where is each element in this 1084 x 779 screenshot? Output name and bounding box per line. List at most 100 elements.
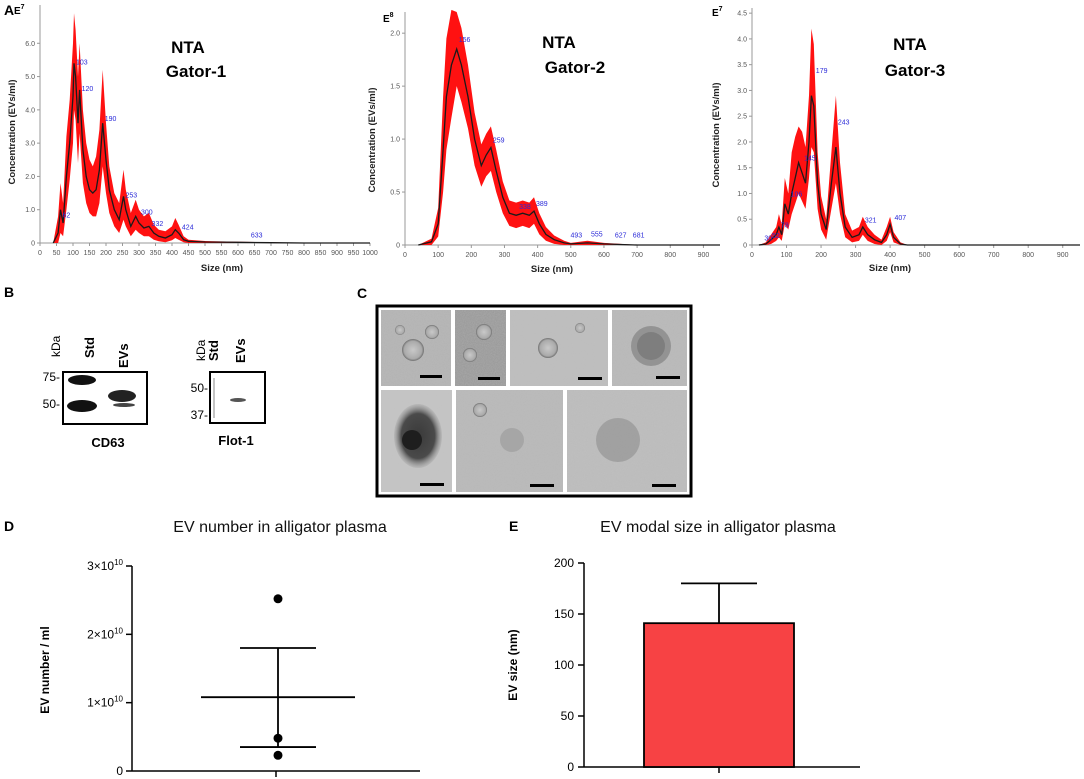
nta-y-tick-label: 1.5	[390, 84, 400, 91]
tem-scale-bar	[656, 376, 680, 379]
nta-peak-label: 407	[895, 215, 907, 222]
nta-2-y-axis-label: Concentration (EVs/ml)	[367, 87, 378, 192]
barplot-y-tick-label: 100	[554, 658, 574, 672]
tem-scale-bar	[420, 483, 444, 486]
tem-scale-bar	[578, 377, 602, 380]
dotplot-chart: 0 1×1010 2×1010 3×1010	[87, 558, 420, 778]
panel-label-b: B	[4, 284, 14, 300]
nta-x-tick-label: 0	[403, 252, 407, 259]
wb-flot1-marker-37: 37-	[191, 408, 208, 422]
wb-cd63-evs-band-lower	[113, 403, 135, 407]
nta-x-tick-label: 0	[750, 252, 754, 259]
nta-1-x-ticks: 0 50 100 150 200 250 300 350 400 450 500 550 600 650 7…	[38, 243, 378, 257]
nta-peak-label: 321	[865, 217, 877, 224]
nta-2-y-ticks: 0 0.5 1.0 1.5 2.0	[390, 31, 405, 250]
nta-peak-label: 555	[591, 232, 603, 239]
tem-scale-bar	[420, 375, 442, 378]
nta-y-tick-label: 5.0	[25, 74, 35, 81]
nta-peak-label: 338	[519, 204, 531, 211]
nta-x-tick-label: 0	[38, 250, 42, 257]
nta-peak-label: 424	[182, 224, 194, 231]
nta-peak-label: 332	[152, 221, 164, 228]
barplot-title: EV modal size in alligator plasma	[600, 519, 836, 536]
nta-3-title-line2: Gator-3	[885, 61, 945, 80]
nta-peak-label: 179	[816, 68, 828, 75]
nta-2-title-line2: Gator-2	[545, 58, 605, 77]
nta-y-tick-label: 1.0	[390, 137, 400, 144]
nta-2-x-ticks: 0 100 200 300 400 500 600 700 800 900	[403, 245, 709, 259]
barplot-y-axis-label: EV size (nm)	[506, 629, 520, 700]
nta-x-tick-label: 400	[884, 252, 896, 259]
nta-peak-label: 389	[536, 201, 548, 208]
tem-vesicle	[538, 338, 558, 358]
nta-x-tick-label: 900	[1057, 252, 1069, 259]
nta-x-tick-label: 1000	[362, 250, 378, 257]
tem-vesicle	[425, 325, 439, 339]
nta-2-title-line1: NTA	[542, 33, 576, 52]
wb-flot1-marker-50: 50-	[191, 381, 208, 395]
nta-x-tick-label: 800	[664, 252, 676, 259]
nta-3-y-ticks: 0 0.5 1.0 1.5 2.0 2.5 3.0 3.5 4.0 4.5	[737, 11, 752, 250]
nta-peak-label: 300	[141, 209, 153, 216]
nta-peak-label: 145	[804, 156, 816, 163]
tem-vesicle	[463, 348, 477, 362]
nta-x-tick-label: 750	[282, 250, 294, 257]
nta-y-tick-label: 3.0	[25, 141, 35, 148]
nta-x-tick-label: 900	[698, 252, 710, 259]
panel-label-a: A	[4, 2, 14, 18]
wb-cd63-marker-50: 50-	[43, 397, 60, 411]
nta-3-mean-line	[758, 95, 1080, 246]
nta-2-peak-labels: 156 259 338 389 493 555 627 681	[459, 37, 645, 240]
nta-1-mean-line	[52, 63, 370, 244]
wb-flot1-membrane	[209, 371, 266, 424]
dotplot-y-ticks: 0 1×1010 2×1010 3×1010	[87, 558, 132, 778]
panel-label-d: D	[4, 518, 14, 534]
nta-3-y-axis-label: Concentration (EVs/ml)	[711, 82, 722, 187]
nta-y-tick-label: 2.0	[737, 139, 747, 146]
nta-x-tick-label: 150	[84, 250, 96, 257]
nta-y-tick-label: 2.5	[737, 114, 747, 121]
tem-scale-bar	[478, 377, 500, 380]
tem-vesicle-core	[637, 332, 665, 360]
nta-y-tick-label: 0	[31, 241, 35, 248]
nta-1-y-ticks: 0 1.0 2.0 3.0 4.0 5.0 6.0	[25, 41, 40, 248]
nta-y-tick-label: 0.5	[390, 190, 400, 197]
barplot-y-tick-label: 0	[567, 760, 574, 774]
nta-y-tick-label: 4.0	[737, 36, 747, 43]
nta-y-tick-label: 1.0	[737, 191, 747, 198]
nta-x-tick-label: 450	[183, 250, 195, 257]
nta-y-tick-label: 1.5	[737, 165, 747, 172]
dotplot-y-tick-label: 1×1010	[87, 695, 123, 710]
nta-1-exponent: E7	[14, 4, 25, 17]
barplot-y-tick-label: 50	[561, 709, 575, 723]
nta-y-tick-label: 4.0	[25, 107, 35, 114]
nta-2-error-band	[418, 9, 720, 246]
nta-peak-label: 120	[82, 86, 94, 93]
barplot-y-tick-label: 150	[554, 607, 574, 621]
wb-flot1-lane-evs: EVs	[233, 338, 248, 363]
dotplot-title: EV number in alligator plasma	[173, 519, 387, 536]
nta-peak-label: 103	[76, 60, 88, 67]
nta-1-title-line1: NTA	[171, 38, 205, 57]
nta-y-tick-label: 3.5	[737, 62, 747, 69]
nta-peak-label: 493	[570, 233, 582, 240]
nta-peak-label: 156	[459, 37, 471, 44]
tem-scale-bar	[652, 484, 676, 487]
nta-peak-label: 681	[633, 233, 645, 240]
nta-peak-label: 52	[772, 233, 780, 240]
barplot-marks	[643, 582, 795, 768]
nta-3-x-ticks: 0 100 200 300 400 500 600 700 800 900	[750, 245, 1069, 259]
nta-x-tick-label: 200	[815, 252, 827, 259]
nta-x-tick-label: 100	[67, 250, 79, 257]
dotplot-y-tick-label: 3×1010	[87, 558, 123, 573]
nta-x-tick-label: 500	[919, 252, 931, 259]
barplot-y-tick-label: 200	[554, 556, 574, 570]
nta-3-title-line1: NTA	[893, 35, 927, 54]
nta-y-tick-label: 1.0	[25, 207, 35, 214]
dotplot-y-tick-label: 2×1010	[87, 626, 123, 641]
nta-peak-label: 259	[493, 137, 505, 144]
nta-x-tick-label: 550	[216, 250, 228, 257]
nta-peak-label: 253	[125, 193, 137, 200]
